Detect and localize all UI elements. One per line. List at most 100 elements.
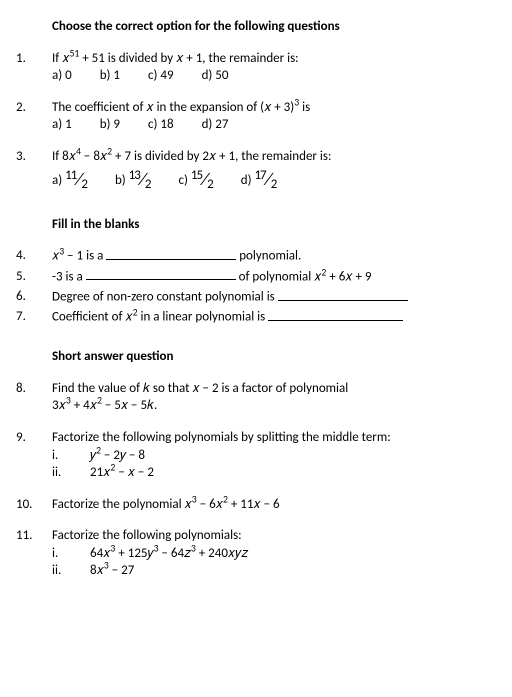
- q1-text-a: If: [52, 51, 62, 66]
- q3-ta: If 8𝑥: [52, 149, 76, 164]
- q3-d-d: 2: [271, 177, 277, 192]
- q1-opt-a: a) 0: [52, 67, 72, 85]
- q11-i-expr: 64𝑥3 + 125𝑦3 − 64𝑧3 + 240𝑥𝑦𝑧: [90, 545, 248, 563]
- q6-a: Degree of non-zero constant polynomial i…: [52, 290, 278, 305]
- q10-number: 10.: [10, 496, 52, 514]
- question-9: 9. Factorize the following polynomials b…: [10, 429, 502, 482]
- q1-number: 1.: [10, 50, 52, 85]
- section-title-fill: Fill in the blanks: [52, 216, 502, 234]
- q3-a-lbl: a): [52, 173, 65, 188]
- q6-body: Degree of non-zero constant polynomial i…: [52, 288, 502, 306]
- q3-a-n: 11: [65, 168, 76, 183]
- q9-ii-expr: 21𝑥2 − 𝑥 − 2: [90, 464, 154, 482]
- question-4: 4. 𝑥3 − 1 is a polynomial.: [10, 247, 502, 265]
- q4-blank: [106, 247, 236, 260]
- q2-opt-b: b) 9: [100, 116, 120, 134]
- question-1: 1. If 𝑥51 + 51 is divided by 𝑥 + 1, the …: [10, 50, 502, 85]
- q7-b: in a linear polynomial is: [138, 310, 269, 325]
- q2-opt-d: d) 27: [202, 116, 229, 134]
- q4-body: 𝑥3 − 1 is a polynomial.: [52, 247, 502, 265]
- q8-line2: 3𝑥3 + 4𝑥2 − 5𝑥 − 5𝑘.: [52, 397, 502, 415]
- q11-line1: Factorize the following polynomials:: [52, 527, 502, 545]
- question-10: 10. Factorize the polynomial 𝑥3 − 6𝑥2 + …: [10, 496, 502, 514]
- q9-i-label: i.: [52, 447, 90, 465]
- q3-tc: + 7 is divided by 2𝑥 + 1, the remainder …: [112, 149, 331, 164]
- q5-blank: [86, 268, 236, 281]
- q10-body: Factorize the polynomial 𝑥3 − 6𝑥2 + 11𝑥 …: [52, 496, 502, 514]
- q2-opt-c: c) 18: [148, 116, 174, 134]
- q3-options: a) 11∕2 b) 13∕2 c) 15∕2 d) 17∕2: [52, 167, 502, 194]
- q8-l2a: 3𝑥: [52, 398, 66, 413]
- q11-ib: + 125𝑦: [115, 546, 153, 561]
- q2-number: 2.: [10, 99, 52, 134]
- q5-b: of polynomial 𝑥: [236, 269, 322, 284]
- q2-options: a) 1 b) 9 c) 18 d) 27: [52, 116, 502, 134]
- q11-ia: 64𝑥: [90, 546, 110, 561]
- q3-number: 3.: [10, 148, 52, 194]
- q6-blank: [278, 288, 408, 301]
- q1-sup: 51: [69, 47, 79, 59]
- section-title-mcq: Choose the correct option for the follow…: [52, 18, 502, 36]
- q9-number: 9.: [10, 429, 52, 482]
- q11-iia: 8𝑥: [90, 563, 104, 578]
- q4-c: polynomial.: [236, 249, 301, 264]
- q3-a-d: 2: [81, 177, 87, 192]
- q8-number: 8.: [10, 380, 52, 415]
- section-title-short: Short answer question: [52, 348, 502, 366]
- q1-stem: If 𝑥51 + 51 is divided by 𝑥 + 1, the rem…: [52, 50, 502, 68]
- q3-c-lbl: c): [179, 173, 191, 188]
- q3-d-frac: 17∕2: [254, 167, 276, 194]
- question-7: 7. Coefficient of 𝑥2 in a linear polynom…: [10, 308, 502, 326]
- q9-iia: 21𝑥: [90, 465, 110, 480]
- q3-opt-c: c) 15∕2: [179, 167, 213, 194]
- q2-text-a: The coefficient of 𝑥 in the expansion of…: [52, 100, 294, 115]
- q11-sub-ii: ii. 8𝑥3 − 27: [52, 562, 502, 580]
- q10-c: + 11𝑥 − 6: [228, 497, 280, 512]
- q8-line1: Find the value of 𝑘 so that 𝑥 − 2 is a f…: [52, 380, 502, 398]
- q3-c-frac: 15∕2: [191, 167, 213, 194]
- q9-sub-i: i. 𝑦2 − 2𝑦 − 8: [52, 447, 502, 465]
- q3-b-n: 13: [129, 168, 140, 183]
- question-11: 11. Factorize the following polynomials:…: [10, 527, 502, 580]
- q11-ic: − 64𝑧: [159, 546, 191, 561]
- q1-text-b: + 51 is divided by 𝑥 + 1, the remainder …: [79, 51, 298, 66]
- q7-a: Coefficient of 𝑥: [52, 310, 133, 325]
- q1-opt-d: d) 50: [202, 67, 229, 85]
- q11-sub-i: i. 64𝑥3 + 125𝑦3 − 64𝑧3 + 240𝑥𝑦𝑧: [52, 545, 502, 563]
- q3-a-frac: 11∕2: [65, 167, 87, 194]
- q3-d-n: 17: [254, 168, 265, 183]
- question-2: 2. The coefficient of 𝑥 in the expansion…: [10, 99, 502, 134]
- q2-text-b: is: [299, 100, 310, 115]
- q10-b: − 6𝑥: [197, 497, 223, 512]
- q7-number: 7.: [10, 308, 52, 326]
- q10-a: Factorize the polynomial 𝑥: [52, 497, 192, 512]
- q3-b-lbl: b): [115, 173, 129, 188]
- q3-opt-b: b) 13∕2: [115, 167, 151, 194]
- q5-body: -3 is a of polynomial 𝑥2 + 6𝑥 + 9: [52, 268, 502, 286]
- q11-i-label: i.: [52, 545, 90, 563]
- q2-opt-a: a) 1: [52, 116, 72, 134]
- q1-expr: 𝑥51: [62, 51, 79, 66]
- q7-blank: [268, 308, 403, 321]
- q9-line1: Factorize the following polynomials by s…: [52, 429, 502, 447]
- q8-l2c: − 5𝑥 − 5𝑘.: [102, 398, 157, 413]
- q9-iib: − 𝑥 − 2: [115, 465, 154, 480]
- q2-stem: The coefficient of 𝑥 in the expansion of…: [52, 99, 502, 117]
- q7-body: Coefficient of 𝑥2 in a linear polynomial…: [52, 308, 502, 326]
- q3-opt-d: d) 17∕2: [241, 167, 277, 194]
- question-3: 3. If 8𝑥4 − 8𝑥2 + 7 is divided by 2𝑥 + 1…: [10, 148, 502, 194]
- q11-ii-expr: 8𝑥3 − 27: [90, 562, 134, 580]
- q3-b-d: 2: [145, 177, 151, 192]
- q11-number: 11.: [10, 527, 52, 580]
- q3-c-n: 15: [191, 168, 202, 183]
- q1-opt-b: b) 1: [100, 67, 120, 85]
- q11-ii-label: ii.: [52, 562, 90, 580]
- q9-ib: − 2𝑦 − 8: [101, 448, 145, 463]
- q4-number: 4.: [10, 247, 52, 265]
- q5-c: + 6𝑥 + 9: [326, 269, 371, 284]
- q1-opt-c: c) 49: [148, 67, 174, 85]
- q8-l2b: + 4𝑥: [71, 398, 97, 413]
- q9-sub-ii: ii. 21𝑥2 − 𝑥 − 2: [52, 464, 502, 482]
- q11-id: + 240𝑥𝑦𝑧: [196, 546, 248, 561]
- question-5: 5. -3 is a of polynomial 𝑥2 + 6𝑥 + 9: [10, 268, 502, 286]
